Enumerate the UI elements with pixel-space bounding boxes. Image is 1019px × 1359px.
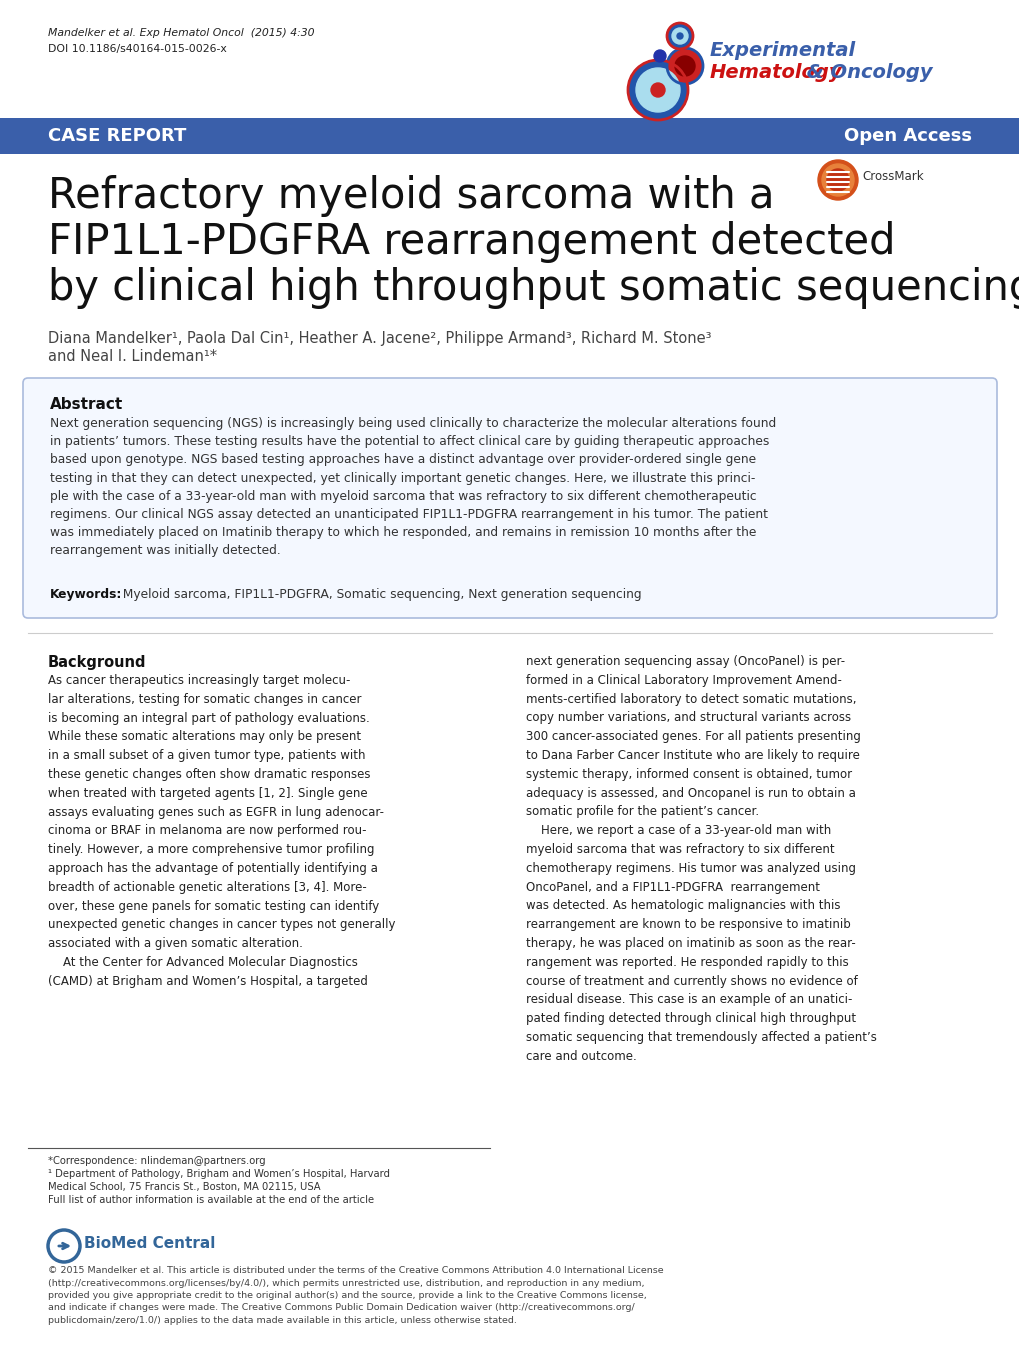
Circle shape — [636, 68, 680, 111]
Text: Abstract: Abstract — [50, 397, 123, 412]
Text: Next generation sequencing (NGS) is increasingly being used clinically to charac: Next generation sequencing (NGS) is incr… — [50, 417, 775, 557]
Text: Refractory myeloid sarcoma with a: Refractory myeloid sarcoma with a — [48, 175, 773, 217]
Text: *Correspondence: nlindeman@partners.org: *Correspondence: nlindeman@partners.org — [48, 1157, 265, 1166]
Bar — [0, 118, 1019, 154]
Circle shape — [628, 60, 688, 120]
Circle shape — [817, 160, 857, 200]
Text: BioMed Central: BioMed Central — [84, 1237, 215, 1252]
Text: Experimental: Experimental — [709, 41, 855, 60]
Circle shape — [672, 29, 688, 43]
Text: next generation sequencing assay (OncoPanel) is per-
formed in a Clinical Labora: next generation sequencing assay (OncoPa… — [526, 655, 876, 1063]
Circle shape — [650, 83, 664, 96]
Text: CASE REPORT: CASE REPORT — [48, 126, 186, 145]
Text: Hematology: Hematology — [709, 64, 842, 83]
Text: Mandelker et al. Exp Hematol Oncol  (2015) 4:30: Mandelker et al. Exp Hematol Oncol (2015… — [48, 29, 314, 38]
Text: FIP1L1-PDGFRA rearrangement detected: FIP1L1-PDGFRA rearrangement detected — [48, 222, 895, 264]
Text: Myeloid sarcoma, FIP1L1-PDGFRA, Somatic sequencing, Next generation sequencing: Myeloid sarcoma, FIP1L1-PDGFRA, Somatic … — [115, 588, 641, 601]
Circle shape — [826, 169, 848, 192]
Text: Keywords:: Keywords: — [50, 588, 122, 601]
Circle shape — [677, 33, 683, 39]
Text: by clinical high throughput somatic sequencing: by clinical high throughput somatic sequ… — [48, 266, 1019, 308]
Circle shape — [821, 164, 853, 196]
FancyBboxPatch shape — [23, 378, 996, 618]
Text: As cancer therapeutics increasingly target molecu-
lar alterations, testing for : As cancer therapeutics increasingly targ… — [48, 674, 395, 988]
Text: CrossMark: CrossMark — [861, 170, 923, 182]
Text: Medical School, 75 Francis St., Boston, MA 02115, USA: Medical School, 75 Francis St., Boston, … — [48, 1182, 320, 1192]
Circle shape — [675, 56, 694, 76]
Circle shape — [666, 48, 702, 84]
Text: Open Access: Open Access — [843, 126, 971, 145]
Text: Diana Mandelker¹, Paola Dal Cin¹, Heather A. Jacene², Philippe Armand³, Richard : Diana Mandelker¹, Paola Dal Cin¹, Heathe… — [48, 332, 711, 347]
Text: © 2015 Mandelker et al. This article is distributed under the terms of the Creat: © 2015 Mandelker et al. This article is … — [48, 1267, 663, 1325]
Circle shape — [666, 23, 692, 49]
Text: DOI 10.1186/s40164-015-0026-x: DOI 10.1186/s40164-015-0026-x — [48, 43, 226, 54]
Text: ¹ Department of Pathology, Brigham and Women’s Hospital, Harvard: ¹ Department of Pathology, Brigham and W… — [48, 1169, 389, 1180]
Text: and Neal I. Lindeman¹*: and Neal I. Lindeman¹* — [48, 349, 217, 364]
Text: Full list of author information is available at the end of the article: Full list of author information is avail… — [48, 1195, 374, 1205]
Text: & Oncology: & Oncology — [799, 64, 931, 83]
Circle shape — [653, 50, 665, 63]
Text: Background: Background — [48, 655, 147, 670]
